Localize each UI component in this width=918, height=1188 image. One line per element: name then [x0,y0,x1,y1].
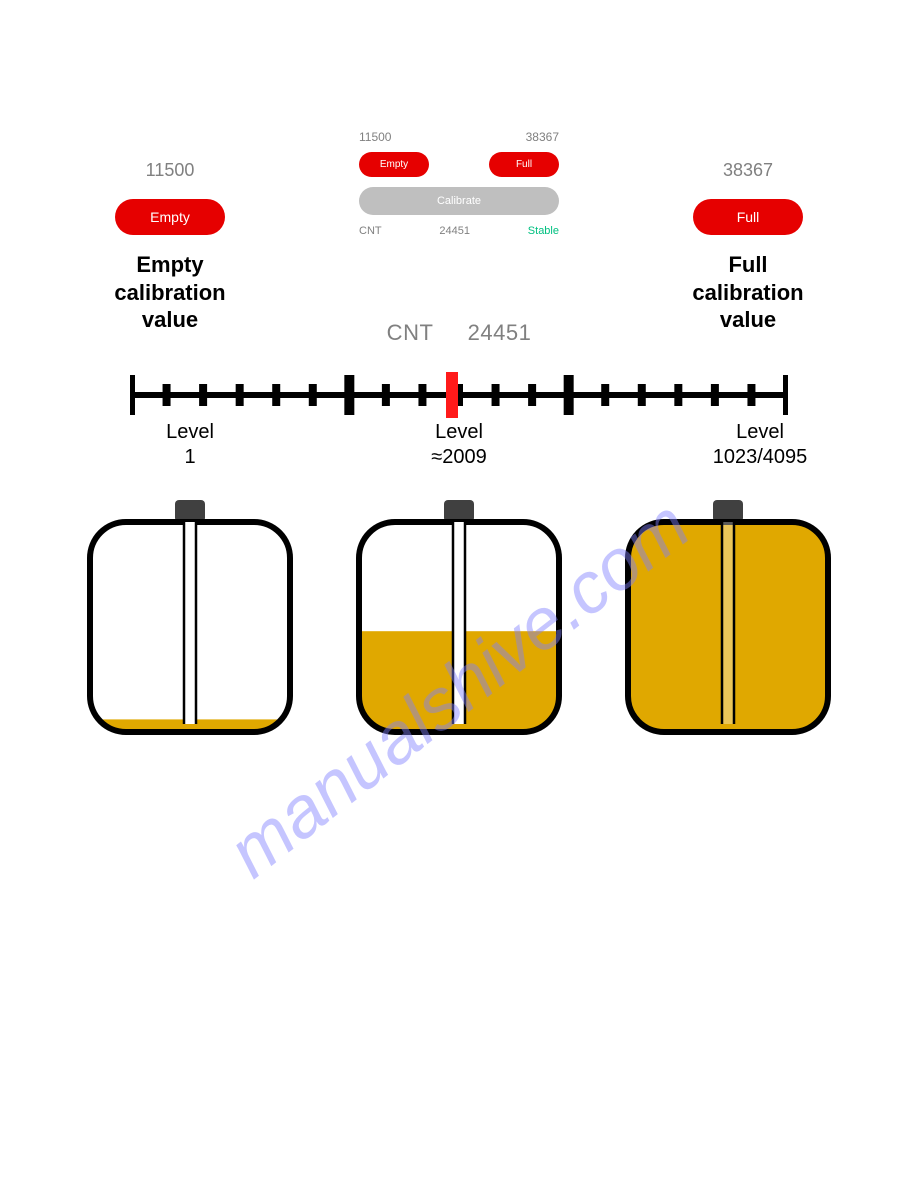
center-val-left: 11500 [359,130,391,144]
center-buttons: Empty Full [339,152,579,177]
tank-full [618,500,838,740]
center-values: 11500 38367 [339,130,579,144]
cnt-value: 24451 [439,225,470,237]
caption-text: calibration [114,280,225,305]
caption-text: Empty [136,252,203,277]
ruler [130,370,788,420]
caption-text: Full [728,252,767,277]
lvl-text: ≈2009 [431,446,486,468]
cnt-big-label: CNT [387,320,433,345]
empty-caption: Empty calibration value [80,251,260,334]
tanks-row [0,500,918,760]
cnt-big-value: 24451 [468,320,532,345]
lvl-text: Level [166,421,214,443]
tank-empty [80,500,300,740]
cnt-label: CNT [359,225,382,237]
caption-text: calibration [692,280,803,305]
calibrate-button[interactable]: Calibrate [359,187,559,215]
top-row: 11500 Empty Empty calibration value 1150… [0,130,918,330]
stable-label: Stable [528,225,559,237]
center-val-right: 38367 [526,130,559,144]
caption-text: value [142,307,198,332]
tank-half [349,500,569,740]
full-caption: Full calibration value [658,251,838,334]
lvl-text: 1 [184,446,195,468]
center-full-button[interactable]: Full [489,152,559,177]
center-panel: 11500 38367 Empty Full Calibrate CNT 244… [339,130,579,237]
lvl-text: Level [435,421,483,443]
full-button[interactable]: Full [693,199,803,235]
caption-text: value [720,307,776,332]
cnt-big: CNT 24451 [387,320,532,346]
full-panel: 38367 Full Full calibration value [658,160,838,334]
level-labels: Level 1 Level ≈2009 Level 1023/4095 [0,420,918,490]
center-cnt-row: CNT 24451 Stable [339,225,579,237]
level-1-label: Level 1 [130,420,250,470]
full-value: 38367 [658,160,838,181]
empty-button[interactable]: Empty [115,199,225,235]
ruler-marker [446,372,458,418]
ruler-svg [130,370,788,420]
lvl-text: Level [736,421,784,443]
level-2-label: Level ≈2009 [399,420,519,470]
center-empty-button[interactable]: Empty [359,152,429,177]
empty-panel: 11500 Empty Empty calibration value [80,160,260,334]
empty-value: 11500 [80,160,260,181]
level-3-label: Level 1023/4095 [680,420,840,470]
lvl-text: 1023/4095 [713,446,808,468]
